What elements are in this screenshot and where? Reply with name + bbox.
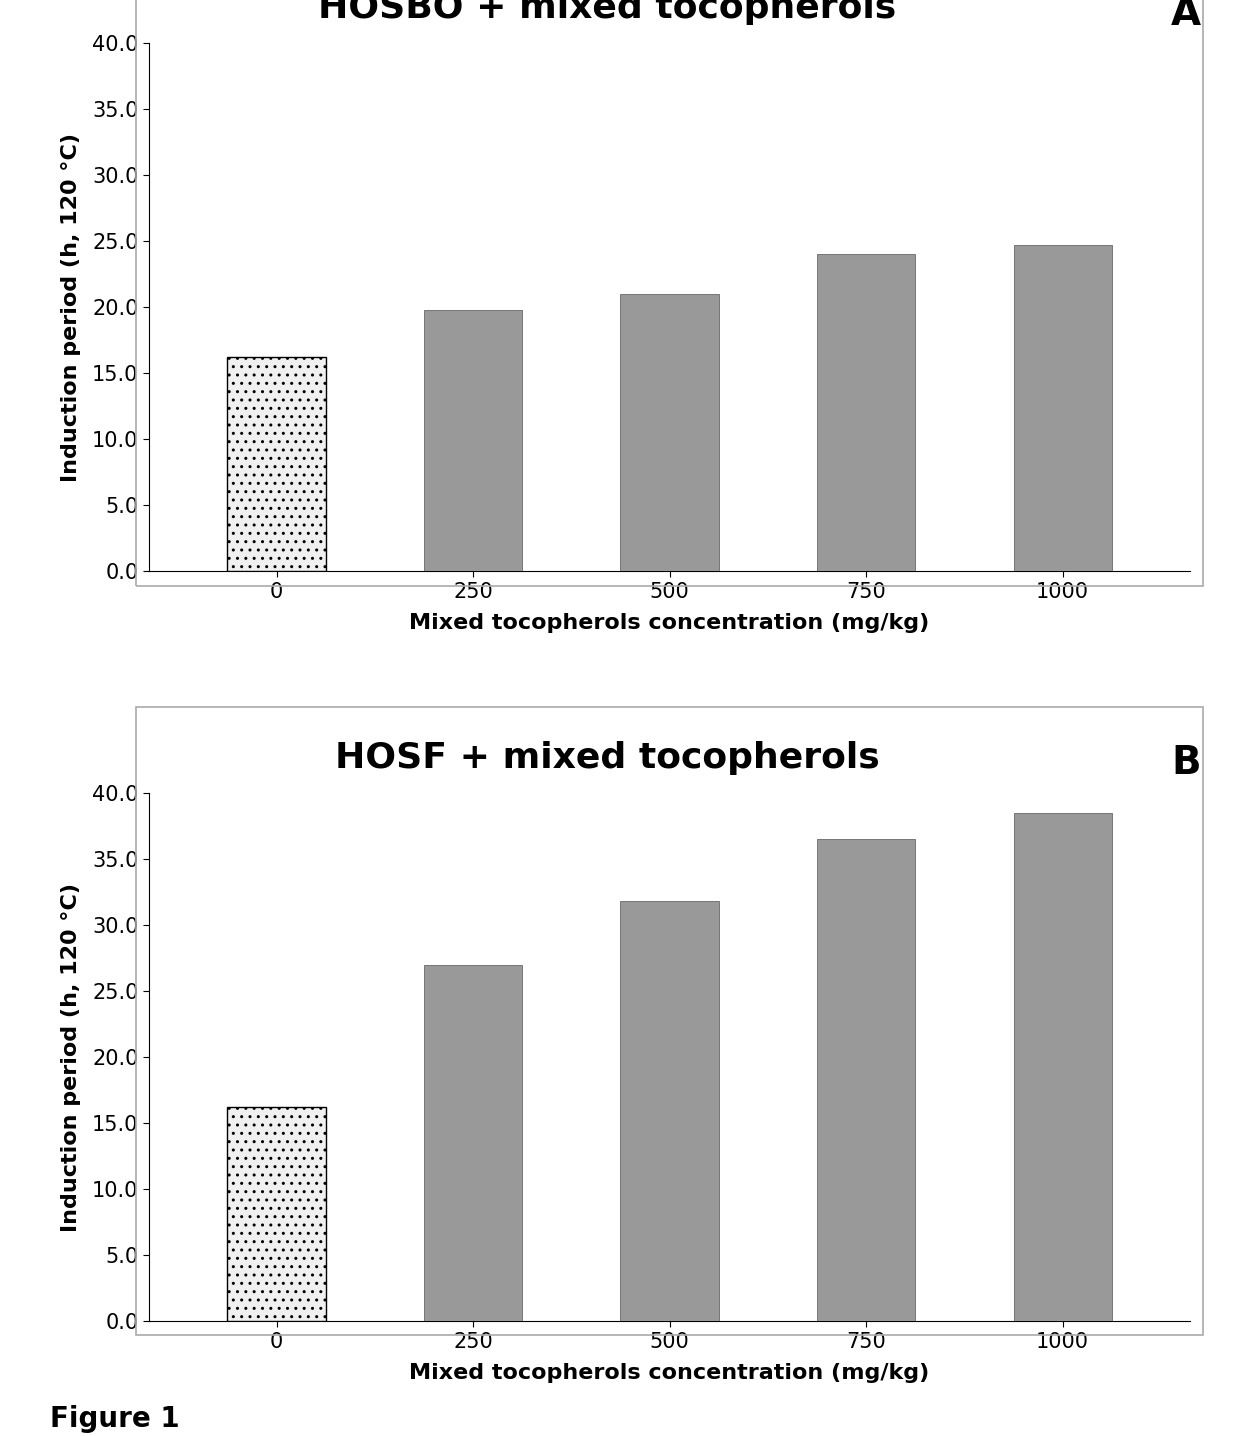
X-axis label: Mixed tocopherols concentration (mg/kg): Mixed tocopherols concentration (mg/kg) xyxy=(409,1363,930,1383)
Bar xyxy=(1013,813,1112,1321)
Text: B: B xyxy=(1172,744,1200,783)
Bar xyxy=(424,310,522,572)
Bar xyxy=(1013,246,1112,572)
Y-axis label: Induction period (h, 120 °C): Induction period (h, 120 °C) xyxy=(61,883,81,1232)
Y-axis label: Induction period (h, 120 °C): Induction period (h, 120 °C) xyxy=(61,132,81,481)
Text: A: A xyxy=(1171,0,1200,33)
Bar xyxy=(227,358,326,572)
Bar xyxy=(817,839,915,1321)
Title: HOSF + mixed tocopherols: HOSF + mixed tocopherols xyxy=(335,741,879,775)
Bar xyxy=(620,294,719,572)
X-axis label: Mixed tocopherols concentration (mg/kg): Mixed tocopherols concentration (mg/kg) xyxy=(409,613,930,633)
Bar xyxy=(424,965,522,1321)
Bar xyxy=(817,254,915,572)
Bar xyxy=(620,902,719,1321)
Title: HOSBO + mixed tocopherols: HOSBO + mixed tocopherols xyxy=(317,0,897,24)
Bar xyxy=(227,1107,326,1321)
Text: Figure 1: Figure 1 xyxy=(50,1406,180,1433)
